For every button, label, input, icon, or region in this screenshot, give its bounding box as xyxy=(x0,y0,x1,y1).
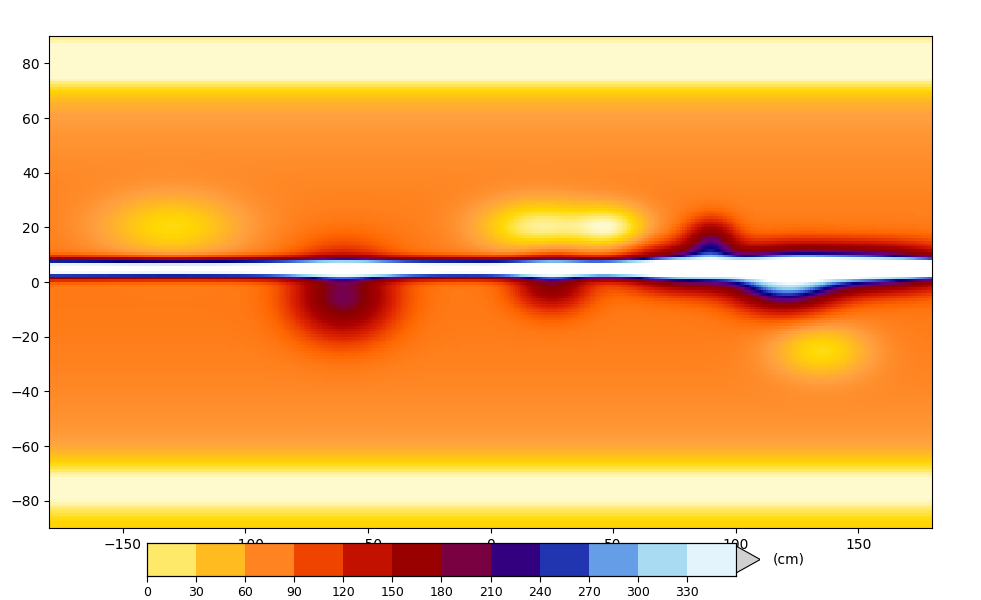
Bar xyxy=(196,543,245,576)
Bar xyxy=(441,543,490,576)
Bar xyxy=(343,543,392,576)
Bar xyxy=(245,543,294,576)
Bar xyxy=(589,543,638,576)
Bar xyxy=(540,543,589,576)
Bar xyxy=(638,543,687,576)
Polygon shape xyxy=(736,546,760,573)
Bar xyxy=(294,543,343,576)
Text: (cm): (cm) xyxy=(773,553,805,566)
Bar xyxy=(392,543,441,576)
Bar xyxy=(490,543,540,576)
Bar xyxy=(147,543,196,576)
Bar xyxy=(687,543,736,576)
